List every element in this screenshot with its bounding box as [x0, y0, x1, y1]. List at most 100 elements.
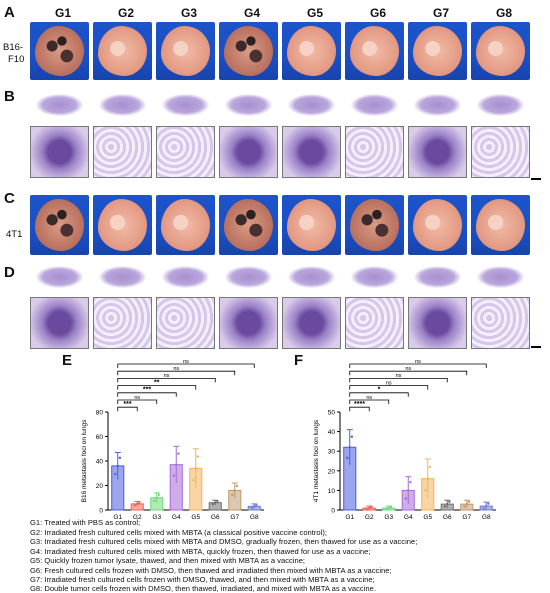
y-tick-label: 10 [328, 488, 336, 495]
group-header-g6: G6 [369, 6, 386, 20]
lung-photo-4 [219, 195, 278, 255]
x-tick-label: G3 [152, 514, 161, 521]
lung-photo-5 [282, 22, 341, 80]
y-tick-label: 0 [331, 508, 335, 515]
lung-photo-3 [156, 22, 215, 80]
panel-letter-c: C [4, 190, 15, 207]
legend-line-g3: G3: Irradiated fresh cultured cells mixe… [30, 537, 418, 546]
lung-tissue [476, 199, 525, 251]
data-point [157, 493, 161, 497]
data-point [346, 456, 349, 460]
legend-line-g4: G4: Irradiated fresh cultured cells mixe… [30, 546, 371, 556]
group-header-g3: G3 [180, 6, 197, 20]
lung-photo-1 [30, 22, 89, 80]
data-point [446, 502, 449, 506]
y-tick-label: 30 [328, 449, 336, 456]
lung-tissue [350, 199, 399, 251]
scale-bar-b [531, 178, 541, 180]
significance-bracket [117, 370, 236, 376]
group-header-g1: G1 [54, 6, 71, 20]
x-tick-label: G5 [423, 514, 432, 521]
data-point [404, 497, 408, 500]
lung-tissue [98, 199, 147, 251]
histology-thumbnail-5 [288, 94, 335, 116]
histology-thumbnail-7 [414, 266, 461, 288]
significance-bracket [349, 406, 370, 412]
lung-photo-5 [282, 195, 341, 255]
significance-label: * [378, 387, 381, 394]
y-tick-label: 50 [328, 410, 336, 417]
data-point [192, 478, 195, 482]
data-point [133, 504, 137, 507]
lung-photo-8 [471, 22, 530, 80]
lung-photo-8 [471, 195, 530, 255]
histology-thumbnail-7 [414, 94, 461, 116]
data-point [407, 489, 410, 492]
data-point [365, 508, 369, 511]
data-point [409, 480, 412, 484]
significance-label: **** [354, 401, 365, 408]
significance-bracket [349, 363, 487, 368]
histology-thumbnail-8 [477, 94, 524, 116]
b16-metastasis-bar-chart: 0 20 40 60 80 B16 metastasis foci on lungs G1 G… [81, 359, 264, 521]
data-point [211, 502, 215, 506]
lung-photo-1 [30, 195, 89, 255]
panel-letter-d: D [4, 264, 15, 281]
significance-bracket [349, 385, 429, 390]
x-tick-label: G3 [384, 514, 393, 521]
lung-photo-6 [345, 195, 404, 255]
data-point [443, 505, 447, 508]
lung-tissue [161, 26, 210, 76]
significance-bracket [117, 399, 158, 404]
histology-micrograph-4 [219, 126, 278, 178]
legend-line-g1: G1: Treated with PBS as control; [30, 518, 141, 527]
panel-letter-e: E [62, 352, 73, 369]
histology-micrograph-3 [156, 126, 215, 178]
histology-micrograph-3 [156, 297, 215, 349]
histology-micrograph-7 [408, 297, 467, 349]
data-point [465, 502, 468, 506]
x-tick-label: G7 [462, 514, 471, 521]
histology-micrograph-2 [93, 297, 152, 349]
data-point [118, 456, 122, 460]
histology-micrograph-5 [282, 297, 341, 349]
significance-label: ns [134, 395, 140, 401]
x-tick-label: G2 [365, 514, 374, 521]
data-point [487, 502, 490, 505]
data-point [172, 474, 176, 477]
significance-label: ns [164, 373, 170, 379]
data-point [389, 505, 393, 509]
significance-bracket [117, 363, 255, 368]
scale-bar-d [531, 346, 541, 348]
4t1-metastasis-bar-chart: 0 10 20 30 40 50 4T1 metastasis foci on lungs G… [313, 359, 496, 521]
row-label-4t1: 4T1 [6, 229, 23, 240]
panel-letter-a: A [4, 4, 15, 21]
group-header-g5: G5 [306, 6, 323, 20]
significance-label: ns [366, 395, 372, 401]
data-point [385, 508, 388, 511]
x-tick-label: G1 [345, 514, 354, 521]
lung-photo-4 [219, 22, 278, 80]
lung-tissue [35, 26, 84, 76]
x-tick-label: G1 [113, 514, 122, 521]
lung-photo-7 [408, 22, 467, 80]
significance-bracket [117, 392, 177, 397]
row-label-b16-line2: F10 [8, 54, 25, 65]
histology-thumbnail-2 [99, 94, 146, 116]
data-point [138, 501, 141, 504]
x-tick-label: G8 [250, 514, 259, 521]
lung-photo-2 [93, 195, 152, 255]
lung-tissue [224, 26, 273, 76]
lung-tissue [35, 199, 84, 251]
legend-line-g2: G2: Irradiated fresh cultured cells mixe… [30, 527, 327, 537]
data-point [155, 496, 158, 499]
data-point [216, 499, 219, 503]
significance-bracket [349, 399, 390, 404]
histology-micrograph-2 [93, 126, 152, 178]
data-point [136, 502, 139, 506]
x-tick-label: G6 [443, 514, 452, 521]
histology-micrograph-4 [219, 297, 278, 349]
data-point [153, 499, 156, 502]
y-axis-label: B16 metastasis foci on lungs [81, 419, 88, 502]
significance-label: ns [405, 366, 411, 372]
